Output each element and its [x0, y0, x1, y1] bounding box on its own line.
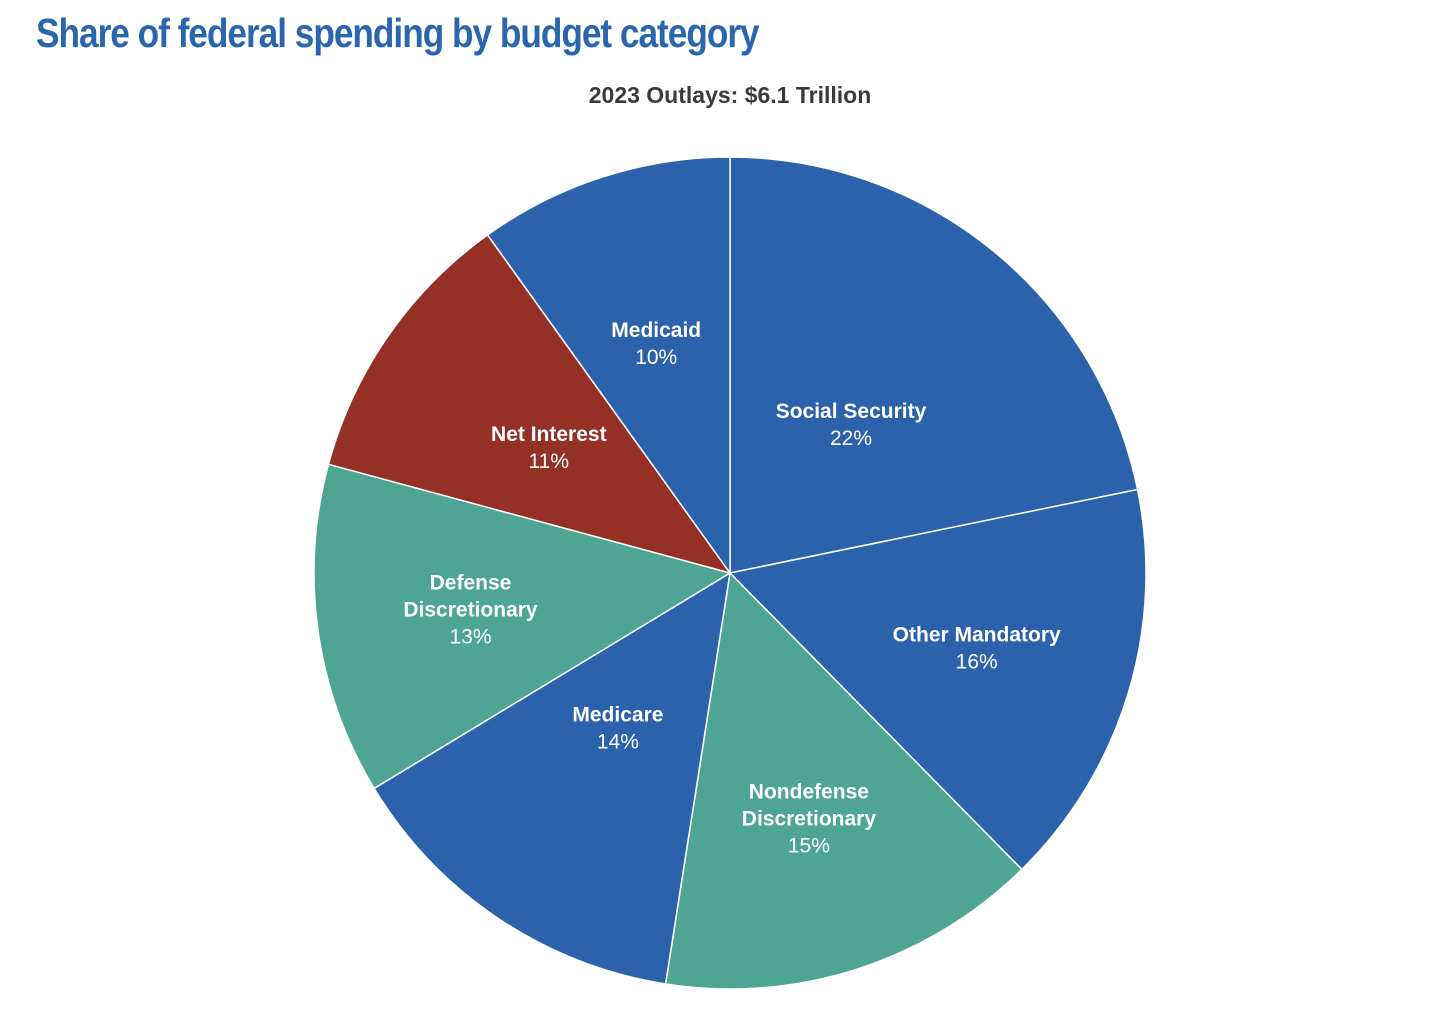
pie-slice-nondefense-discretionary	[664, 572, 1023, 990]
chart-subtitle: 2023 Outlays: $6.1 Trillion	[588, 82, 872, 108]
slice-label-other-mandatory: Other Mandatory 16%	[893, 624, 1061, 674]
slice-value-defense-discretionary: 13%	[449, 626, 491, 649]
slice-name-net-interest: Net Interest	[491, 423, 607, 446]
slice-name-nondefense-discretionary: Discretionary	[742, 808, 877, 831]
slice-label-defense-discretionary: Defense Discretionary 13%	[403, 572, 538, 649]
pie-slice-net-interest	[327, 234, 731, 574]
slice-name-nondefense-discretionary: Nondefense	[749, 781, 869, 804]
slice-label-net-interest: Net Interest 11%	[491, 423, 607, 473]
slice-value-social-security: 22%	[830, 427, 872, 450]
pie-slices	[313, 156, 1147, 990]
slice-name-social-security: Social Security	[776, 400, 927, 423]
slice-value-medicare: 14%	[597, 731, 639, 754]
slice-value-nondefense-discretionary: 15%	[788, 835, 830, 858]
pie-slice-other-mandatory	[729, 488, 1147, 871]
slice-value-net-interest: 11%	[529, 450, 569, 473]
slice-name-medicaid: Medicaid	[611, 319, 701, 342]
slice-name-other-mandatory: Other Mandatory	[893, 624, 1061, 647]
slice-label-social-security: Social Security 22%	[776, 400, 927, 450]
slice-value-other-mandatory: 16%	[956, 651, 998, 674]
pie-slice-social-security	[729, 156, 1139, 574]
pie-slice-medicare	[373, 572, 731, 985]
slice-value-medicaid: 10%	[635, 346, 677, 369]
slice-label-medicaid: Medicaid 10%	[611, 319, 701, 369]
pie-slice-medicaid	[486, 156, 731, 574]
chart-title: Share of federal spending by budget cate…	[36, 10, 760, 56]
slice-name-defense-discretionary: Discretionary	[403, 599, 538, 622]
slice-name-medicare: Medicare	[572, 704, 663, 727]
pie-labels: Social Security 22% Other Mandatory 16% Nond…	[403, 319, 1061, 858]
slice-name-defense-discretionary: Defense	[430, 572, 512, 595]
slice-label-medicare: Medicare 14%	[572, 704, 663, 754]
slice-label-nondefense-discretionary: Nondefense Discretionary 15%	[742, 781, 877, 858]
